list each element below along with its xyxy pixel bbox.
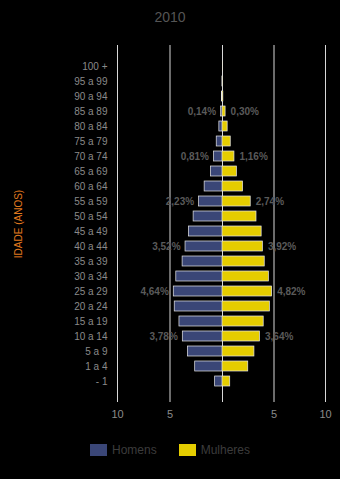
html-text:2010: 2010 [154,9,186,25]
svg-text:10 a 14: 10 a 14 [74,331,108,342]
svg-text:10: 10 [319,408,331,420]
html-text:Homens: Homens [112,443,157,457]
svg-text:15 a 19: 15 a 19 [74,316,108,327]
svg-text:3,78%: 3,78% [149,331,177,342]
svg-text:65 a 69: 65 a 69 [74,166,108,177]
svg-text:75 a 79: 75 a 79 [74,136,108,147]
svg-text:2,74%: 2,74% [256,196,284,207]
svg-text:2,23%: 2,23% [166,196,194,207]
svg-text:1 a 4: 1 a 4 [85,361,108,372]
svg-text:5: 5 [167,408,173,420]
svg-text:70 a 74: 70 a 74 [74,151,108,162]
svg-text:- 1: - 1 [96,376,108,387]
svg-text:0,14%: 0,14% [188,106,216,117]
svg-text:4,82%: 4,82% [277,286,305,297]
svg-text:85 a 89: 85 a 89 [74,106,108,117]
svg-text:5: 5 [271,408,277,420]
svg-text:10: 10 [111,408,123,420]
svg-text:3,92%: 3,92% [268,241,296,252]
svg-text:1,16%: 1,16% [239,151,267,162]
svg-text:35 a 39: 35 a 39 [74,256,108,267]
svg-text:4,64%: 4,64% [140,286,168,297]
svg-text:60 a 64: 60 a 64 [74,181,108,192]
svg-text:80 a 84: 80 a 84 [74,121,108,132]
svg-text:25 a 29: 25 a 29 [74,286,108,297]
svg-text:40 a 44: 40 a 44 [74,241,108,252]
svg-text:55 a 59: 55 a 59 [74,196,108,207]
html-text:Mulheres: Mulheres [200,443,250,457]
svg-text:IDADE (ANOS): IDADE (ANOS) [13,190,24,258]
svg-text:3,52%: 3,52% [152,241,180,252]
svg-text:95 a 99: 95 a 99 [74,76,108,87]
svg-text:30 a 34: 30 a 34 [74,271,108,282]
svg-text:3,64%: 3,64% [265,331,293,342]
svg-text:100 +: 100 + [82,61,107,72]
svg-text:20 a 24: 20 a 24 [74,301,108,312]
svg-text:90 a 94: 90 a 94 [74,91,108,102]
svg-text:50 a 54: 50 a 54 [74,211,108,222]
svg-text:0,30%: 0,30% [231,106,259,117]
svg-text:0,81%: 0,81% [181,151,209,162]
svg-text:5 a 9: 5 a 9 [85,346,108,357]
svg-text:45 a 49: 45 a 49 [74,226,108,237]
